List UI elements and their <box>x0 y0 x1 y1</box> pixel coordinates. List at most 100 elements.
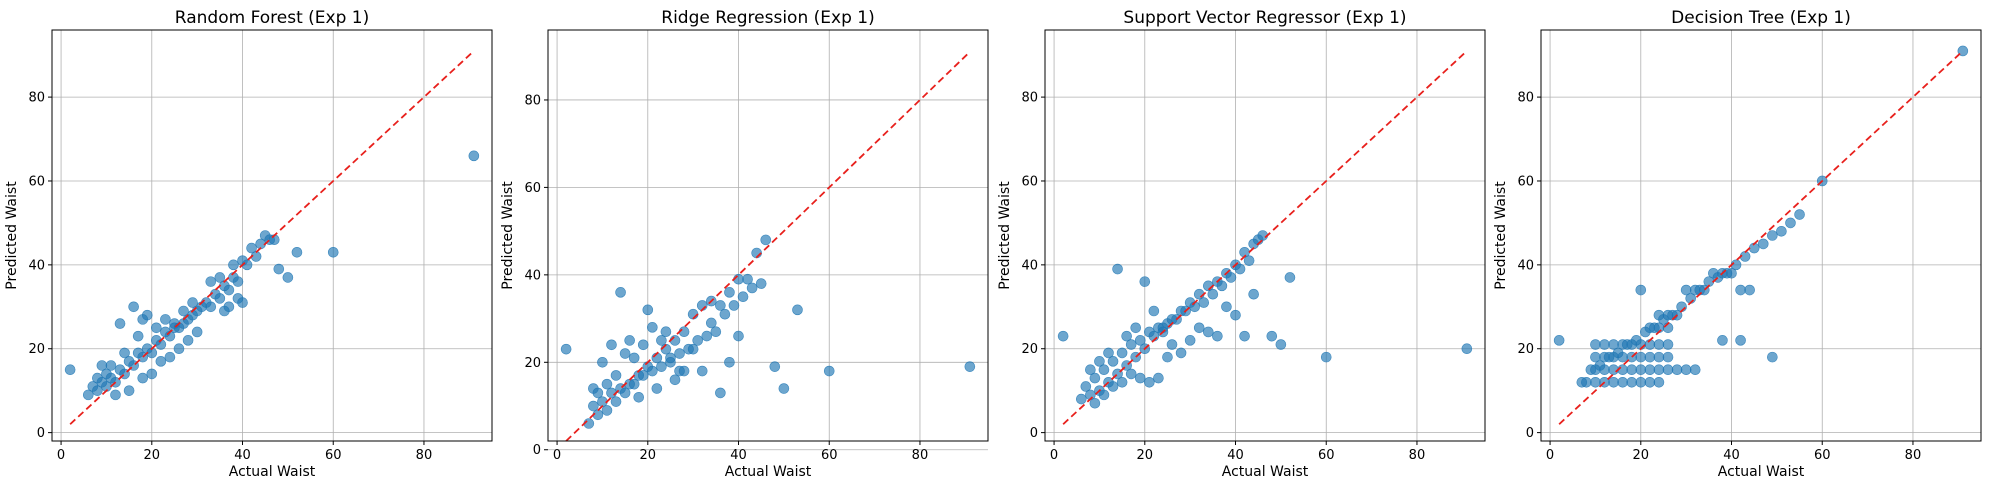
data-point <box>1644 322 1656 334</box>
data-point <box>560 343 572 355</box>
data-point <box>1608 351 1619 363</box>
x-tick-label: 40 <box>730 448 747 463</box>
x-tick-label: 20 <box>1137 448 1154 463</box>
data-point <box>1089 372 1101 384</box>
data-point <box>746 282 758 294</box>
x-tick-label: 20 <box>640 448 657 463</box>
data-point <box>164 351 176 363</box>
data-point <box>610 396 622 407</box>
data-point <box>705 317 717 329</box>
data-point <box>1635 364 1647 376</box>
plot-frame <box>1044 29 1486 442</box>
data-point <box>615 287 626 298</box>
subplot-title: Random Forest (Exp 1) <box>175 8 369 28</box>
data-point <box>1098 364 1110 376</box>
data-point <box>769 361 781 372</box>
data-point <box>656 335 667 346</box>
data-point <box>715 300 726 311</box>
y-tick-label: 60 <box>1517 174 1534 189</box>
data-point <box>692 335 703 346</box>
data-point <box>1148 305 1160 317</box>
data-point <box>82 389 94 401</box>
data-point <box>137 372 149 384</box>
data-point <box>191 326 203 338</box>
data-point <box>619 387 631 399</box>
reference-line <box>69 50 475 425</box>
data-point <box>1662 339 1674 350</box>
y-tick-label: 60 <box>1021 174 1038 189</box>
data-point <box>1644 351 1656 363</box>
x-tick-label: 20 <box>144 448 161 463</box>
data-point <box>1617 339 1628 350</box>
data-point <box>778 383 790 394</box>
data-point <box>669 374 681 386</box>
data-point <box>1735 335 1746 346</box>
data-point <box>1221 301 1232 313</box>
data-point <box>1767 351 1778 363</box>
y-tick-label: 40 <box>28 258 45 273</box>
data-point <box>1175 347 1187 359</box>
data-point <box>1608 339 1619 350</box>
plot-frame <box>51 29 493 442</box>
y-tick-label: 20 <box>1517 342 1534 357</box>
data-point <box>1644 364 1656 376</box>
data-point <box>1139 276 1151 287</box>
data-point <box>214 272 226 283</box>
data-point <box>1626 339 1638 350</box>
x-axis-label: Actual Waist <box>1718 464 1805 480</box>
data-point <box>601 405 613 416</box>
data-point <box>1553 335 1565 346</box>
data-point <box>1075 393 1087 405</box>
data-point <box>237 297 248 308</box>
data-point <box>173 343 185 355</box>
data-point <box>760 234 772 246</box>
data-point <box>660 326 672 337</box>
data-point <box>1207 288 1219 300</box>
x-tick-label: 80 <box>416 448 433 463</box>
data-point <box>1617 351 1628 363</box>
data-point <box>1320 351 1332 363</box>
data-point <box>1626 364 1638 376</box>
y-tick-label: 40 <box>1517 258 1534 273</box>
data-point <box>1230 309 1241 321</box>
data-point <box>1057 330 1069 342</box>
data-point <box>132 347 144 359</box>
data-point <box>1243 255 1255 266</box>
data-point <box>1107 381 1119 392</box>
data-point <box>1098 389 1110 401</box>
data-point <box>205 301 217 313</box>
data-point <box>701 330 713 342</box>
data-point <box>1193 322 1205 334</box>
data-point <box>146 368 158 380</box>
data-point <box>160 314 171 325</box>
data-point <box>223 284 235 296</box>
data-point <box>128 301 139 313</box>
data-point <box>1162 351 1173 363</box>
data-point <box>1957 45 1969 57</box>
x-tick-label: 0 <box>1050 448 1058 463</box>
data-point <box>1653 376 1665 388</box>
data-point <box>1212 330 1223 342</box>
data-point <box>1590 376 1601 388</box>
data-point <box>1599 364 1610 376</box>
data-point <box>601 378 613 390</box>
data-point <box>1461 343 1473 355</box>
data-point <box>1635 284 1647 296</box>
data-point <box>1708 267 1719 279</box>
data-point <box>1144 376 1155 388</box>
data-point <box>1671 364 1683 376</box>
data-point <box>647 365 658 377</box>
data-point <box>610 370 622 381</box>
data-point <box>1662 364 1674 376</box>
data-point <box>1234 263 1246 275</box>
data-point <box>1112 263 1123 275</box>
x-tick-label: 20 <box>1633 448 1650 463</box>
x-tick-label: 80 <box>912 448 929 463</box>
data-point <box>737 291 749 303</box>
data-point <box>64 364 76 376</box>
data-point <box>187 297 198 308</box>
x-tick-label: 40 <box>1227 448 1244 463</box>
data-point <box>628 378 640 390</box>
data-point <box>1134 372 1146 384</box>
data-point <box>637 339 649 351</box>
